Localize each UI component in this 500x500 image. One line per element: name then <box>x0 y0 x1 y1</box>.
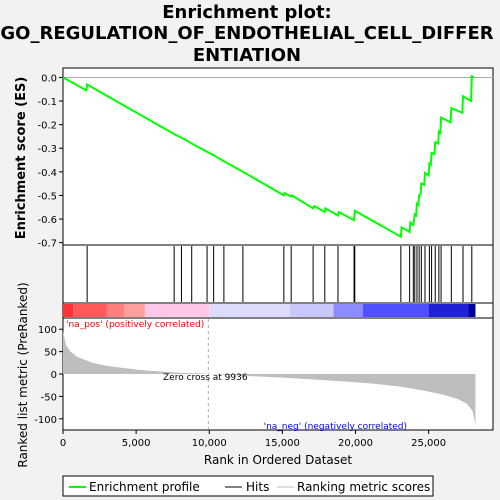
es-y-tick-label: -0.3 <box>37 144 57 155</box>
color-bar-segment <box>289 304 334 317</box>
metric-y-label: Ranked list metric (PreRanked) <box>16 282 30 467</box>
es-y-tick-label: -0.7 <box>37 239 57 250</box>
metric-y-tick-label: 100 <box>38 325 57 336</box>
legend-enrichment-label: Enrichment profile <box>89 480 200 494</box>
metric-x-tick-label: 5,000 <box>122 438 151 449</box>
metric-y-axis: 100 50 0 -50 -100 <box>34 325 63 426</box>
legend-box <box>62 475 434 497</box>
color-bar-segment <box>124 304 145 317</box>
es-y-tick-label: -0.6 <box>37 215 57 226</box>
color-bar-segment <box>209 304 290 317</box>
color-bar-segment <box>468 304 476 317</box>
es-panel <box>62 67 494 246</box>
legend-hits-label: Hits <box>246 480 269 494</box>
pos-label: 'na_pos' (positively correlated) <box>66 320 204 330</box>
color-bar-segment <box>362 304 429 317</box>
es-y-tick-label: 0.0 <box>41 73 57 84</box>
enrichment-profile-line <box>62 74 475 239</box>
metric-x-tick-label: 25,000 <box>411 438 446 449</box>
metric-y-tick-label: 50 <box>44 348 57 359</box>
color-bar-segment <box>73 304 107 317</box>
legend-metric-label: Ranking metric scores <box>297 480 430 494</box>
es-y-tick-label: -0.1 <box>37 97 57 108</box>
color-bar-segment <box>144 304 210 317</box>
color-bar-segment <box>333 304 363 317</box>
neg-label: 'na_neg' (negatively correlated) <box>264 422 407 432</box>
es-y-tick-label: -0.5 <box>37 191 57 202</box>
es-y-label: Enrichment score (ES) <box>14 77 29 240</box>
metric-x-tick-label: 10,000 <box>192 438 227 449</box>
es-y-tick-label: -0.4 <box>37 168 57 179</box>
metric-x-label: Rank in Ordered Dataset <box>204 453 352 467</box>
title-line-3: ENTIATION <box>193 45 301 66</box>
metric-y-tick-label: 0 <box>51 370 57 381</box>
color-bar-segment <box>428 304 469 317</box>
hits-panel <box>62 244 494 304</box>
es-y-axis: 0.0 -0.1 -0.2 -0.3 -0.4 -0.5 -0.6 -0.7 <box>37 73 63 250</box>
ranking-metric-area <box>63 331 476 427</box>
metric-x-tick-label: 15,000 <box>265 438 300 449</box>
metric-x-axis: 0 5,000 10,000 15,000 20,000 25,000 <box>60 430 446 449</box>
metric-y-tick-label: -50 <box>41 392 57 403</box>
color-bar-segment <box>106 304 125 317</box>
zero-cross-label: Zero cross at 9936 <box>163 373 248 383</box>
es-y-tick-label: -0.2 <box>37 121 57 132</box>
title-line-2: GO_REGULATION_OF_ENDOTHELIAL_CELL_DIFFER <box>0 23 493 44</box>
title-line-1: Enrichment plot: <box>162 2 332 23</box>
ranking-color-bar <box>63 304 476 317</box>
metric-y-tick-label: -100 <box>34 415 57 426</box>
color-bar-segment <box>63 304 74 317</box>
metric-x-tick-label: 20,000 <box>338 438 373 449</box>
hits-marks <box>86 246 473 302</box>
metric-x-tick-label: 0 <box>60 438 66 449</box>
